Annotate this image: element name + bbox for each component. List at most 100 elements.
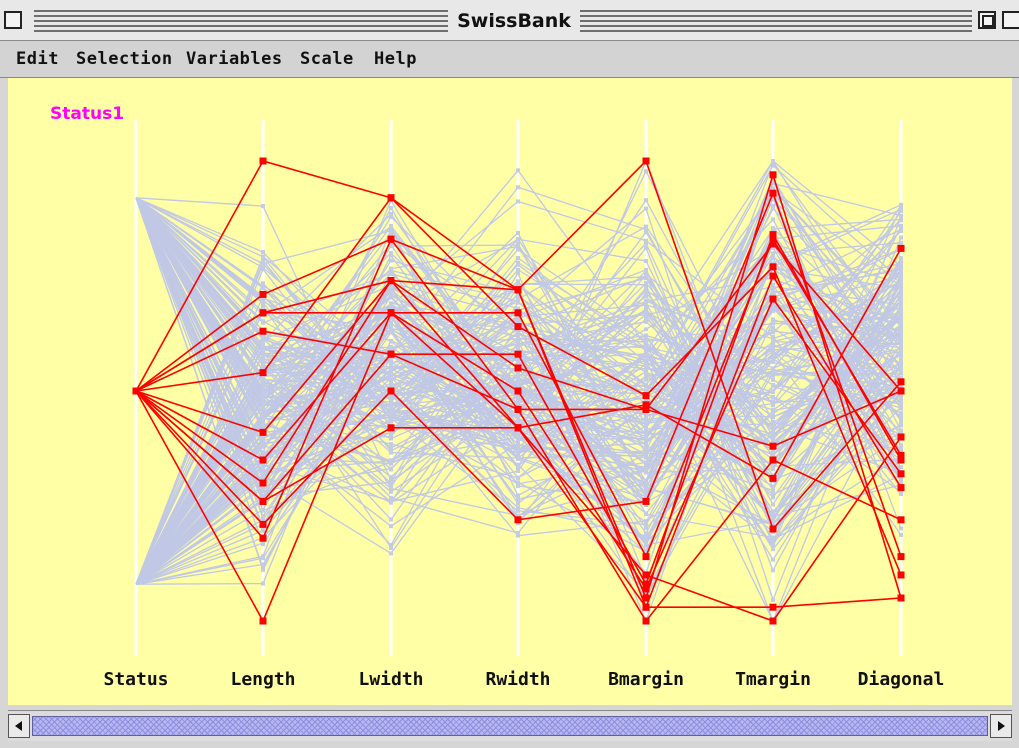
background-point: [899, 266, 903, 271]
menu-selection[interactable]: Selection: [76, 49, 173, 69]
highlighted-point: [769, 272, 777, 280]
background-point: [516, 392, 520, 397]
background-point: [389, 419, 393, 424]
highlighted-point: [769, 235, 777, 243]
background-point: [261, 472, 265, 477]
close-box-icon[interactable]: [4, 11, 22, 29]
background-point: [771, 509, 775, 514]
background-point: [771, 181, 775, 186]
scroll-track[interactable]: [32, 716, 988, 736]
menu-scale[interactable]: Scale: [300, 49, 354, 69]
highlighted-point: [769, 603, 777, 611]
background-point: [771, 502, 775, 507]
parallel-coordinates-plot[interactable]: Status Length Lwidth Rwidth Bmargin Tmargin Di…: [8, 78, 1012, 705]
background-point: [644, 206, 648, 211]
background-point: [899, 235, 903, 240]
background-point: [771, 196, 775, 201]
background-point: [516, 429, 520, 434]
background-point: [644, 481, 648, 486]
background-point: [644, 418, 648, 423]
collapse-box-icon[interactable]: [1002, 11, 1019, 29]
background-point: [389, 376, 393, 381]
background-point: [261, 351, 265, 356]
background-point: [644, 467, 648, 472]
background-point: [389, 404, 393, 409]
background-point: [516, 332, 520, 337]
background-point: [644, 490, 648, 495]
background-point: [644, 448, 648, 453]
menu-variables[interactable]: Variables: [186, 49, 283, 69]
background-point: [771, 186, 775, 191]
background-point: [771, 347, 775, 352]
menu-help[interactable]: Help: [374, 49, 417, 69]
menu-edit[interactable]: Edit: [16, 49, 59, 69]
zoom-box-icon[interactable]: [978, 11, 996, 29]
background-point: [516, 237, 520, 242]
background-point: [261, 436, 265, 441]
plot-canvas[interactable]: Status Length Lwidth Rwidth Bmargin Tmargin Di…: [8, 78, 1012, 705]
background-point: [644, 421, 648, 426]
background-point: [771, 517, 775, 522]
highlighted-point: [642, 392, 650, 400]
background-point: [899, 357, 903, 362]
horizontal-scrollbar[interactable]: [8, 710, 1012, 741]
background-point: [771, 541, 775, 546]
background-point: [389, 302, 393, 307]
background-point: [771, 429, 775, 434]
background-point: [389, 459, 393, 464]
highlighted-point: [259, 520, 267, 528]
background-point: [644, 540, 648, 545]
background-point: [771, 251, 775, 256]
background-point: [389, 416, 393, 421]
background-point: [261, 336, 265, 341]
background-point: [389, 345, 393, 350]
background-point: [644, 462, 648, 467]
background-point: [516, 417, 520, 422]
background-point: [516, 447, 520, 452]
background-point: [771, 373, 775, 378]
title-bar[interactable]: SwissBank: [0, 0, 1019, 41]
background-point: [899, 480, 903, 485]
background-point: [389, 408, 393, 413]
highlighted-point: [897, 244, 905, 252]
background-point: [389, 524, 393, 529]
highlighted-point: [642, 594, 650, 602]
background-point: [389, 366, 393, 371]
highlighted-point: [259, 428, 267, 436]
background-point: [771, 522, 775, 527]
scroll-right-arrow-icon[interactable]: [990, 714, 1012, 738]
background-point: [644, 534, 648, 539]
background-point: [389, 385, 393, 390]
background-point: [389, 224, 393, 229]
background-point: [389, 364, 393, 369]
background-point: [771, 401, 775, 406]
background-point: [261, 384, 265, 389]
background-point: [516, 398, 520, 403]
background-point: [389, 372, 393, 377]
scroll-left-arrow-icon[interactable]: [8, 714, 30, 738]
background-point: [261, 454, 265, 459]
background-point: [644, 361, 648, 366]
background-point: [389, 489, 393, 494]
background-point: [644, 268, 648, 273]
background-point: [771, 448, 775, 453]
background-point: [261, 412, 265, 417]
background-point: [389, 258, 393, 263]
background-point: [771, 597, 775, 602]
background-point: [516, 358, 520, 363]
background-point: [516, 493, 520, 498]
background-point: [771, 206, 775, 211]
background-point: [899, 310, 903, 315]
highlighted-point: [387, 350, 395, 358]
background-point: [261, 204, 265, 209]
background-point: [261, 475, 265, 480]
background-point: [771, 217, 775, 222]
background-point: [261, 258, 265, 263]
highlighted-point: [769, 231, 777, 239]
background-point: [389, 434, 393, 439]
background-point: [771, 178, 775, 183]
background-point: [389, 338, 393, 343]
background-point: [771, 226, 775, 231]
background-point: [899, 477, 903, 482]
background-point: [644, 388, 648, 393]
